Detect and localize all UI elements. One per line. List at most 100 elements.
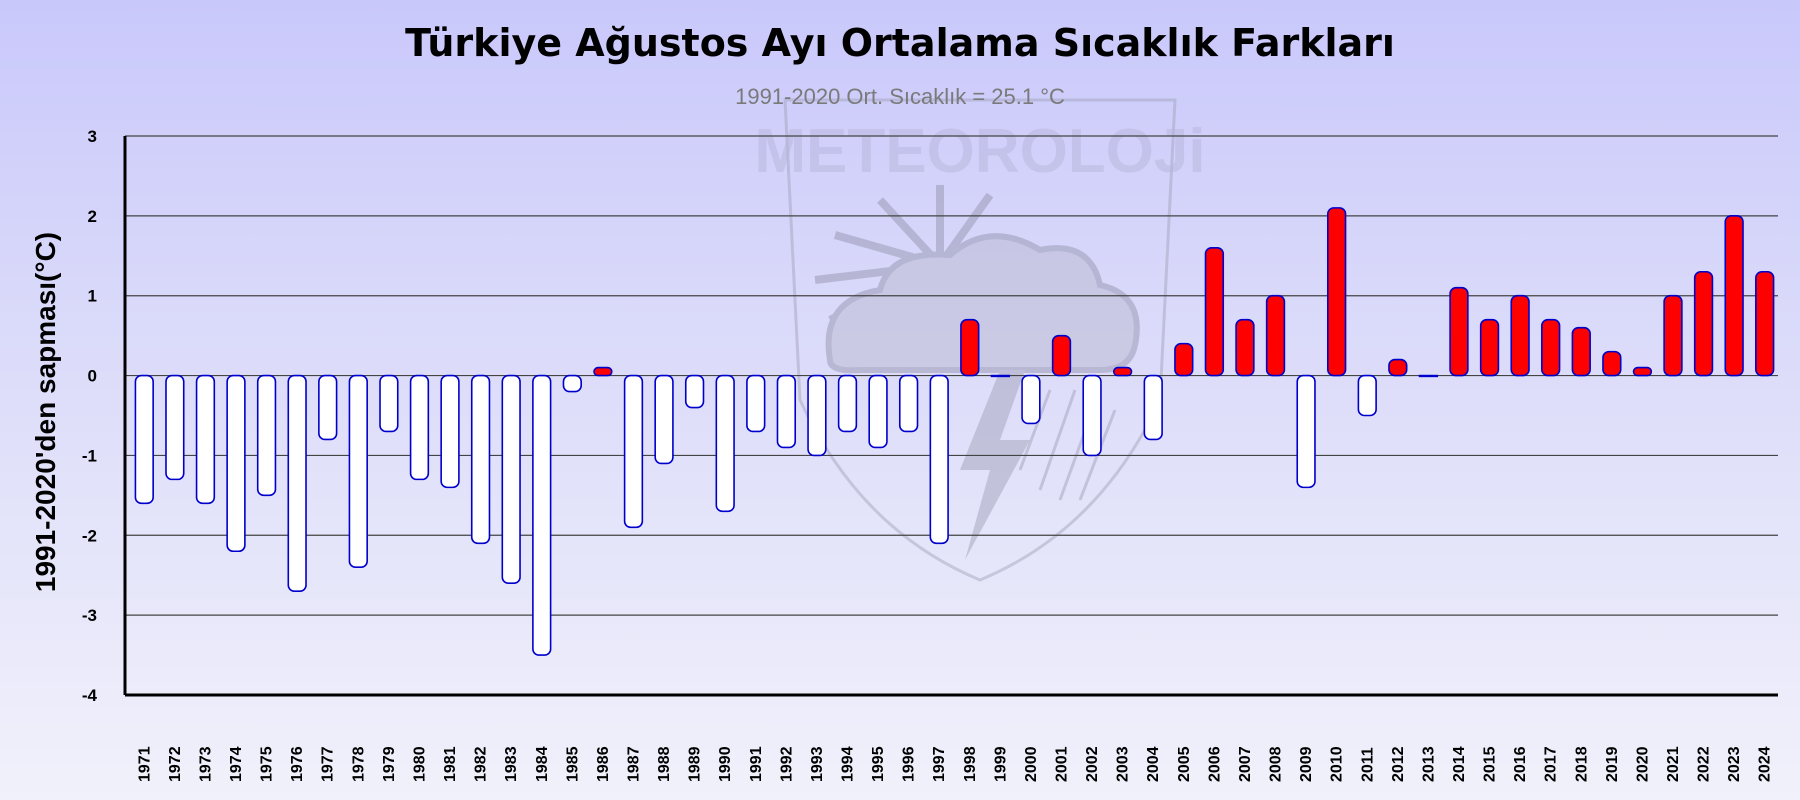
- x-tick-label: 1971: [136, 746, 153, 782]
- bar-1996: [898, 374, 919, 433]
- x-tick-label: 1994: [839, 746, 856, 782]
- x-tick-label: 1986: [595, 746, 612, 782]
- bar-2014: [1449, 286, 1469, 377]
- x-tick-label: 2023: [1726, 746, 1743, 782]
- y-tick-label: -4: [82, 686, 98, 705]
- x-tick-label: 2011: [1359, 747, 1376, 782]
- x-tick-label: 2010: [1329, 746, 1346, 782]
- x-tick-label: 1996: [901, 746, 918, 782]
- bar-1976: [287, 374, 307, 592]
- x-tick-label: 1976: [289, 746, 306, 782]
- gridlines: [125, 135, 1778, 696]
- bar-1980: [409, 374, 430, 481]
- bar-1977: [318, 374, 338, 441]
- x-tick-label: 2012: [1390, 746, 1407, 782]
- bar-2000: [1021, 374, 1041, 425]
- bar-2010: [1327, 207, 1347, 377]
- bar-1994: [837, 374, 858, 433]
- bar-1986: [593, 366, 613, 377]
- y-tick-label: -2: [82, 526, 97, 545]
- x-tick-label: 1973: [197, 746, 214, 782]
- bar-2020: [1632, 366, 1653, 377]
- x-tick-label: 2008: [1268, 746, 1285, 782]
- y-tick-label: 2: [88, 207, 97, 226]
- bar-2007: [1235, 318, 1255, 377]
- x-tick-label: 2018: [1573, 746, 1590, 782]
- bar-1998: [960, 318, 980, 377]
- x-tick-label: 1982: [473, 746, 490, 782]
- bar-2013: [1418, 374, 1439, 378]
- bar-2012: [1388, 358, 1408, 377]
- bar-1975: [256, 374, 277, 497]
- bar-1981: [440, 374, 460, 489]
- bar-1997: [929, 374, 949, 545]
- chart-title: Türkiye Ağustos Ayı Ortalama Sıcaklık Fa…: [405, 21, 1395, 65]
- x-tick-label: 1990: [717, 746, 734, 782]
- chart-subtitle: 1991-2020 Ort. Sıcaklık = 25.1 °C: [735, 84, 1065, 109]
- bar-1973: [195, 374, 216, 505]
- bar-2009: [1296, 374, 1316, 489]
- bars: [134, 207, 1775, 656]
- x-tick-label: 1980: [411, 746, 428, 782]
- x-tick-label: 1988: [656, 746, 673, 782]
- bar-2024: [1755, 270, 1775, 377]
- lightning-icon: [960, 370, 1030, 560]
- x-tick-labels: 1971 1972 1973 1974 1975 1976 1977 1978 1979 1980…: [136, 746, 1773, 782]
- bar-2017: [1541, 318, 1561, 377]
- bar-1987: [623, 374, 644, 529]
- bar-1971: [134, 374, 154, 505]
- y-tick-label: 3: [88, 127, 97, 146]
- x-tick-label: 1972: [167, 746, 184, 782]
- bar-2015: [1479, 318, 1500, 377]
- bar-1995: [868, 374, 888, 449]
- x-tick-label: 1998: [962, 746, 979, 782]
- bar-1990: [715, 374, 735, 513]
- x-tick-label: 1981: [442, 746, 459, 782]
- bar-2021: [1663, 294, 1683, 377]
- bar-2004: [1143, 374, 1163, 441]
- y-axis-label: 1991-2020'den sapması(°C): [30, 232, 61, 592]
- x-tick-label: 1999: [992, 746, 1009, 782]
- bar-2005: [1174, 342, 1194, 377]
- bar-1982: [470, 374, 491, 545]
- bar-2019: [1602, 350, 1622, 377]
- cloud-icon: [825, 233, 1140, 374]
- x-tick-label: 1992: [778, 746, 795, 782]
- x-tick-label: 2024: [1757, 746, 1774, 782]
- x-tick-label: 1978: [350, 746, 367, 782]
- bar-1993: [807, 374, 827, 457]
- bar-2023: [1724, 215, 1744, 377]
- x-tick-label: 2002: [1084, 746, 1101, 782]
- x-tick-label: 1993: [809, 746, 826, 782]
- x-tick-label: 1984: [534, 746, 551, 782]
- bar-1974: [226, 374, 246, 553]
- x-tick-label: 2020: [1634, 746, 1651, 782]
- x-tick-label: 1977: [320, 746, 337, 782]
- x-tick-label: 2016: [1512, 746, 1529, 782]
- x-tick-label: 2001: [1054, 746, 1071, 782]
- axes: [123, 136, 1778, 697]
- bar-1979: [379, 374, 399, 433]
- x-tick-label: 2017: [1543, 746, 1560, 782]
- shield-icon: [783, 98, 1177, 582]
- bar-2008: [1265, 294, 1286, 377]
- bar-1992: [776, 374, 797, 449]
- x-tick-label: 2013: [1420, 746, 1437, 782]
- bar-1984: [532, 374, 552, 656]
- x-tick-label: 2003: [1115, 746, 1132, 782]
- bar-1988: [654, 374, 674, 465]
- x-tick-label: 2007: [1237, 746, 1254, 782]
- x-tick-label: 2005: [1176, 746, 1193, 782]
- x-tick-label: 2006: [1206, 746, 1223, 782]
- sun-icon: [814, 185, 994, 324]
- bar-1985: [562, 374, 582, 393]
- x-tick-label: 1985: [564, 746, 581, 782]
- x-tick-label: 1975: [259, 746, 276, 782]
- x-tick-label: 2009: [1298, 746, 1315, 782]
- x-tick-label: 1995: [870, 746, 887, 782]
- bar-2016: [1510, 294, 1530, 377]
- y-tick-labels: 3 2 1 0 -1 -2 -3 -4: [82, 127, 98, 705]
- meteoroloji-watermark: METEOROLOJi: [754, 98, 1206, 582]
- y-tick-label: 1: [88, 287, 97, 306]
